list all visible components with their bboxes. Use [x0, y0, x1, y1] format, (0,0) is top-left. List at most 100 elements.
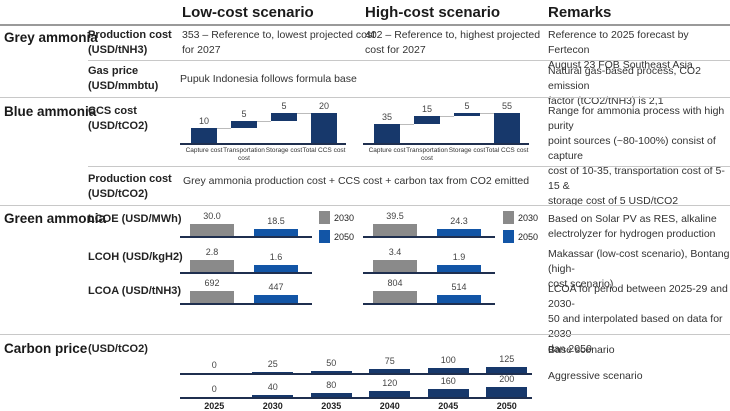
category-label: Capture cost	[368, 147, 406, 154]
lcoe-remark: Based on Solar PV as RES, alkaline electr…	[548, 213, 717, 240]
bar-2050	[254, 228, 298, 236]
data-label: 20	[318, 101, 329, 111]
section-carbon-price: Carbon price	[4, 341, 88, 356]
bar-2030	[373, 291, 417, 303]
bar-2030	[252, 395, 294, 397]
data-label: 40	[267, 382, 278, 392]
data-label: 25	[267, 358, 278, 369]
bar-2040	[369, 369, 411, 373]
data-label: 75	[384, 356, 395, 367]
axis-line	[363, 272, 495, 274]
legend-item-2050: 2050	[319, 230, 354, 243]
lcoa-label: LCOA (USD/tNH3)	[88, 285, 182, 297]
divider	[88, 166, 730, 167]
bar-2045	[427, 389, 469, 397]
bar-2050	[254, 265, 298, 272]
legend-low: 2030 2050	[319, 211, 354, 243]
section-blue-ammonia: Blue ammonia	[4, 104, 97, 119]
lcoe-label: LCOE (USD/MWh)	[88, 213, 182, 225]
data-label: 39.5	[386, 211, 404, 221]
data-label: 1.9	[452, 252, 466, 263]
category-label: Storage cost	[265, 147, 303, 154]
connector-line	[400, 123, 414, 125]
category-label: Storage cost	[448, 147, 486, 154]
data-label: 35	[381, 111, 392, 122]
legend-item-2030: 2030	[503, 211, 538, 224]
bar-2040	[369, 391, 411, 397]
bar-total-ccs-cost	[311, 113, 337, 143]
ccs-cost-label: CCS cost (USD/tCO2)	[88, 105, 148, 132]
data-label: 50	[326, 357, 337, 368]
category-label: Capture cost	[185, 147, 223, 154]
bar-2050	[437, 228, 481, 236]
green-chart-low: 30.0 18.5 2.8 1.6 692 447	[180, 208, 320, 308]
grey-production-high: 402 – Reference to, highest projected cos…	[365, 29, 541, 56]
data-label: 2.8	[205, 247, 219, 257]
bar-2030	[373, 224, 417, 236]
divider	[88, 60, 730, 61]
bar-2035	[310, 393, 352, 397]
data-label: 24.3	[450, 215, 468, 226]
header-high-cost: High-cost scenario	[365, 4, 501, 21]
bar-capture-cost	[191, 128, 217, 143]
gas-price-label: Gas price (USD/mmbtu)	[88, 65, 159, 92]
data-label: 447	[268, 282, 284, 293]
data-label: 200	[499, 374, 515, 384]
bar-2045	[427, 368, 469, 373]
category-label: Transportation cost	[406, 147, 448, 162]
grey-production-low: 353 – Reference to, lowest projected cos…	[182, 29, 376, 56]
year-label: 2040	[379, 401, 400, 411]
axis-line	[363, 143, 529, 145]
data-label: 55	[501, 101, 512, 111]
year-label: 2035	[321, 401, 342, 411]
bar-2030	[252, 371, 294, 373]
data-label: 3.4	[388, 247, 402, 257]
data-label: 692	[204, 278, 220, 288]
legend-swatch-2050	[319, 230, 330, 243]
header-remarks: Remarks	[548, 4, 612, 21]
lcoa-remark: LCOA for period between 2025-29 and 2030…	[548, 283, 728, 355]
data-label: 0	[211, 360, 217, 370]
carbon-unit-label: (USD/tCO2)	[88, 343, 148, 355]
connector-line	[217, 128, 231, 129]
data-label: 120	[382, 378, 398, 388]
ccs-remark: Range for ammonia process with high puri…	[548, 105, 725, 207]
bar-2050	[254, 295, 298, 303]
data-label: 5	[241, 108, 247, 119]
data-label: 125	[499, 353, 515, 364]
data-label: 160	[440, 376, 456, 386]
carbon-base-remark: Base scenario	[548, 344, 615, 356]
data-label: 30.0	[203, 211, 221, 221]
carbon-price-chart: 0 25 50 75 100 125 0 40 80 120 160 200 2025 2030 2035 2…	[180, 336, 550, 411]
legend-item-2050: 2050	[503, 230, 538, 243]
bar-2050	[486, 387, 528, 397]
grey-production-label: Production cost (USD/tNH3)	[88, 29, 172, 56]
data-label: 804	[387, 278, 403, 288]
year-label: 2050	[496, 401, 517, 411]
bar-storage-cost	[271, 113, 297, 121]
data-label: 10	[198, 116, 209, 126]
axis-line	[363, 236, 495, 238]
axis-line	[180, 303, 312, 305]
data-label: 5	[281, 101, 287, 111]
category-label: Transportation cost	[223, 147, 265, 162]
section-divider	[0, 334, 730, 335]
year-label: 2030	[262, 401, 283, 411]
bar-2030	[190, 224, 234, 236]
ccs-chart-high: 35 Capture cost 15 Transportation cost 5 Stor…	[363, 100, 533, 162]
connector-line	[257, 120, 271, 122]
axis-line	[180, 143, 346, 145]
bar-capture-cost	[374, 123, 400, 143]
year-label: 2045	[438, 401, 459, 411]
ccs-chart-low: 10 Capture cost 5 Transportation cost 5 Stora…	[180, 100, 350, 162]
data-label: 0	[211, 384, 217, 394]
bar-transportation-cost	[231, 120, 257, 128]
bar-2030	[190, 260, 234, 272]
gas-price-low: Pupuk Indonesia follows formula base	[180, 73, 357, 85]
bar-total-ccs-cost	[494, 113, 520, 143]
connector-line	[297, 113, 311, 114]
bar-2050	[486, 366, 528, 373]
gas-price-remark: Natural gas-based process, CO2 emission f…	[548, 65, 701, 107]
header-low-cost: Low-cost scenario	[182, 4, 314, 21]
data-label: 18.5	[267, 215, 285, 226]
